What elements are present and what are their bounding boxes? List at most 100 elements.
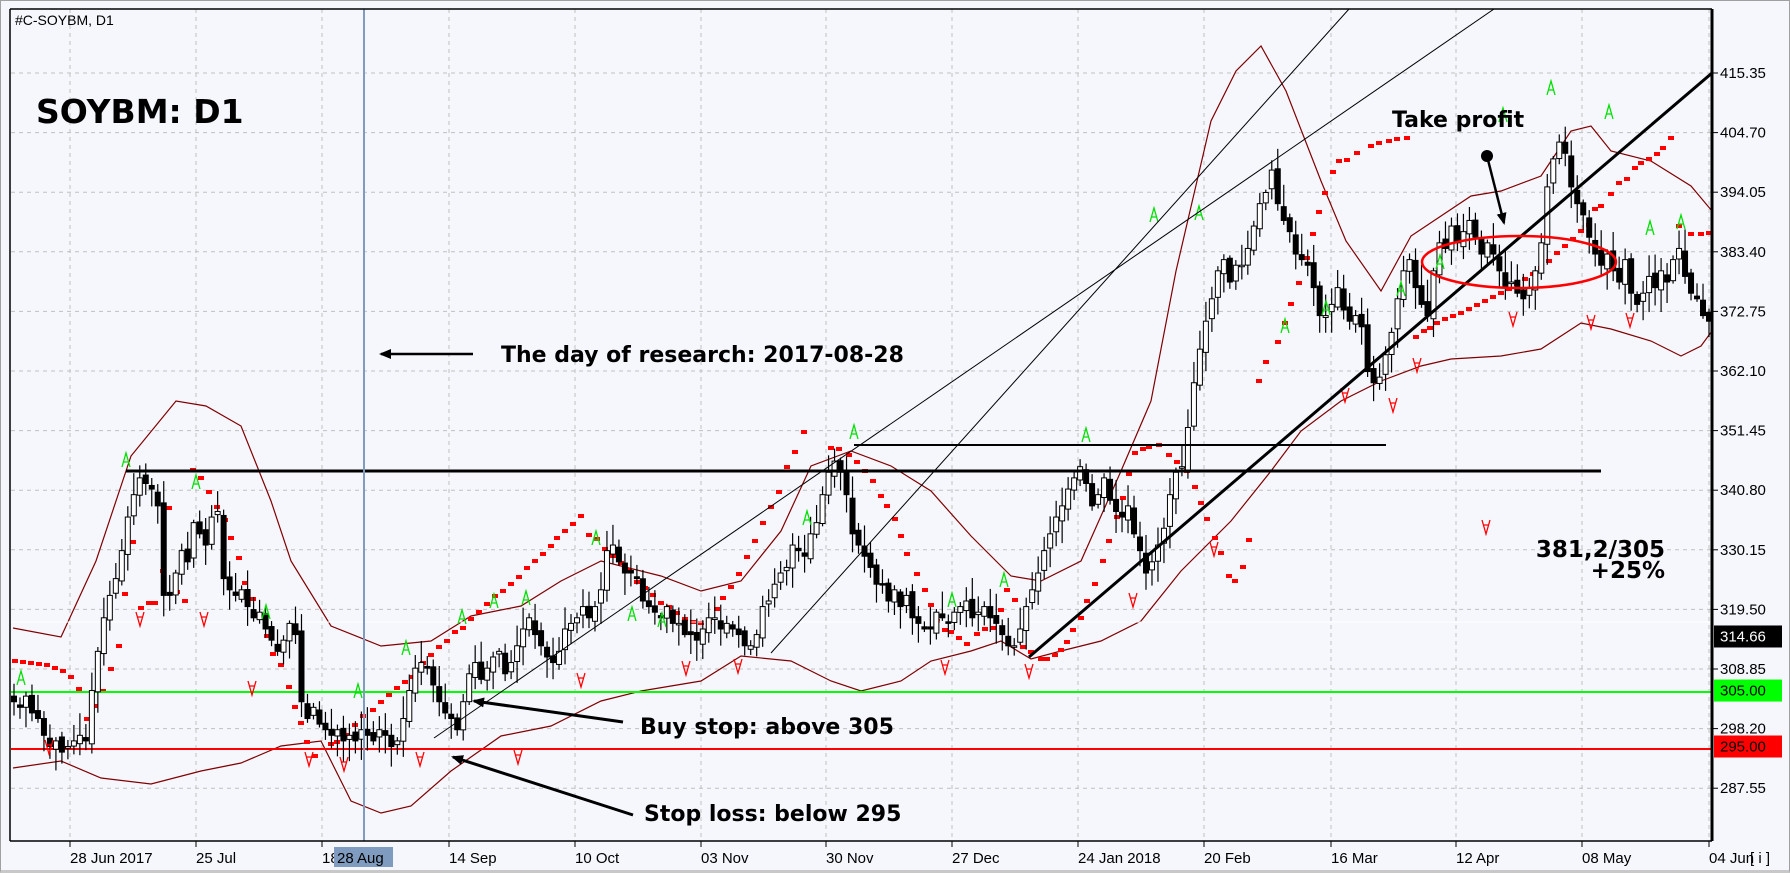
candle-bull — [1550, 158, 1557, 184]
sar-dot — [1598, 204, 1604, 208]
candle-bear — [430, 666, 437, 686]
sar-dot — [618, 561, 624, 565]
fractal-up-icon — [1081, 425, 1091, 443]
sar-dot — [1330, 170, 1336, 174]
candle-bear — [1634, 293, 1641, 305]
fractal-down-icon — [415, 751, 425, 769]
candle-bear — [927, 626, 934, 630]
price-tag-label: 305.00 — [1720, 683, 1766, 700]
sar-dot — [1246, 538, 1252, 542]
sar-dot — [84, 717, 90, 721]
drawn-lines[interactable] — [126, 9, 1712, 739]
candle-bull — [705, 617, 712, 634]
candle-bear — [538, 630, 545, 647]
fractal-down-icon — [576, 672, 586, 690]
candle-bear — [142, 474, 149, 484]
sar-dot — [904, 552, 910, 556]
price-tag — [1714, 735, 1782, 758]
candle-bull — [1053, 516, 1060, 533]
fractal-down-icon — [44, 739, 54, 757]
sar-dot — [1482, 299, 1488, 303]
bollinger-upper — [12, 45, 1712, 647]
sar-dot — [1038, 657, 1044, 661]
candle-bear — [615, 546, 622, 563]
candle-bear — [340, 727, 347, 742]
sar-dot — [1434, 321, 1440, 325]
candle-bear — [1316, 285, 1323, 317]
sar-dot — [1570, 237, 1576, 241]
channel-thin-2-line[interactable] — [770, 9, 1350, 654]
candle-bear — [1568, 155, 1575, 188]
candle-bull — [891, 589, 898, 603]
sar-dot — [1310, 232, 1316, 236]
candle-bear — [1664, 274, 1671, 283]
sar-dot — [36, 662, 42, 666]
candle-bear — [28, 694, 35, 714]
candle-bear — [1005, 635, 1012, 647]
candle-bull — [1035, 572, 1042, 592]
research-date-label: 28 Aug — [337, 850, 384, 867]
candle-bear — [424, 665, 431, 669]
sar-dot — [146, 601, 152, 605]
bollinger-lower — [12, 322, 1712, 814]
sar-dot — [402, 680, 408, 684]
sar-dot — [1368, 144, 1374, 148]
sar-dot — [1263, 360, 1269, 364]
sar-dot — [801, 430, 807, 434]
fractal-down-icon — [1508, 311, 1518, 329]
support-trend-line[interactable] — [1028, 71, 1712, 659]
candle-bull — [100, 617, 107, 655]
candle-bear — [1298, 254, 1305, 261]
candle-bear — [801, 552, 808, 557]
date-tick-label: 08 May — [1582, 850, 1632, 867]
candle-bull — [1646, 275, 1653, 294]
channel-thin-1-line[interactable] — [433, 9, 1495, 739]
candle-bear — [1280, 206, 1287, 221]
candle-bear — [244, 589, 251, 608]
sar-dot — [964, 642, 970, 646]
price-tick-label: 340.80 — [1720, 482, 1766, 499]
candle-bull — [70, 740, 77, 747]
sar-dot — [1562, 244, 1568, 248]
sar-dot — [182, 599, 188, 603]
fractal-up-icon — [802, 508, 812, 526]
candle-bull — [136, 477, 143, 496]
sar-dot — [1458, 311, 1464, 315]
take-profit-ellipse[interactable] — [1420, 234, 1618, 290]
candle-bear — [58, 736, 65, 753]
candle-bull — [94, 650, 101, 693]
fractal-down-icon — [1481, 519, 1491, 537]
sar-dot — [1256, 379, 1262, 383]
fractal-up-icon — [401, 638, 411, 656]
sar-dot — [444, 639, 450, 643]
candle-bull — [490, 656, 497, 673]
candle-bear — [274, 643, 281, 652]
candle-bull — [1484, 242, 1491, 258]
candle-bull — [1041, 550, 1048, 571]
sar-dot — [1638, 161, 1644, 165]
sar-dot — [998, 608, 1004, 612]
candle-bear — [448, 713, 455, 720]
candle-bull — [831, 460, 838, 477]
info-button[interactable]: [ i ] — [1750, 850, 1770, 867]
sar-dot — [1044, 657, 1050, 661]
candle-bull — [1334, 287, 1341, 308]
sar-dot — [484, 602, 490, 606]
candle-bull — [1406, 259, 1413, 272]
fractal-up-icon — [657, 610, 667, 628]
candle-bear — [1520, 289, 1527, 300]
sar-dot — [1427, 326, 1433, 330]
date-tick-label: 10 Oct — [575, 850, 620, 867]
stop-loss-annotation: Stop loss: below 295 — [644, 802, 901, 827]
candle-bull — [1376, 376, 1383, 384]
candle-bear — [867, 552, 874, 568]
price-tick-label: 362.10 — [1720, 363, 1766, 380]
sar-dot — [60, 669, 66, 673]
sar-dot — [206, 490, 212, 494]
candle-bull — [508, 662, 515, 673]
sar-dot — [166, 506, 172, 510]
price-axis: 415.35 404.70 394.05 383.40 372.75 362.10 351.… — [1712, 65, 1782, 797]
candle-bull — [903, 594, 910, 607]
